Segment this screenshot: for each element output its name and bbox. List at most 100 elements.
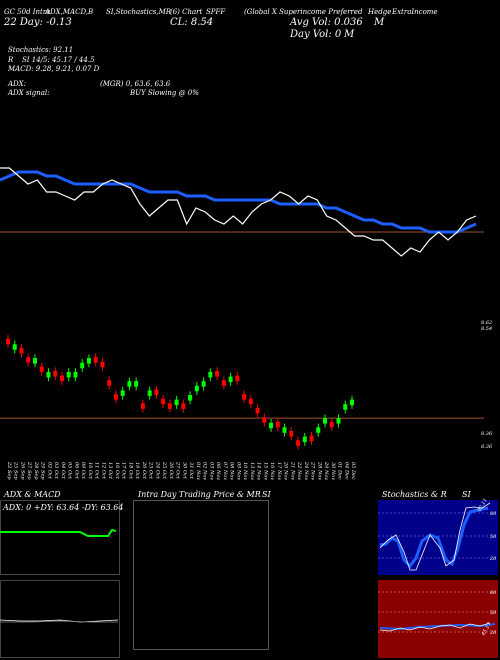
candle-body bbox=[343, 404, 348, 410]
candle-body bbox=[147, 390, 152, 396]
date-tick: 03 Oct bbox=[53, 462, 59, 480]
macd-panel bbox=[0, 580, 120, 658]
macd-line bbox=[0, 619, 119, 623]
date-tick: 29 Sep bbox=[40, 461, 46, 480]
si-level-label: 20 bbox=[489, 630, 497, 636]
candle-body bbox=[26, 357, 31, 363]
candle-body bbox=[296, 440, 301, 446]
date-tick: 24 Oct bbox=[154, 461, 160, 480]
si-level-label: 80 bbox=[490, 590, 497, 596]
date-tick: 27 Nov bbox=[310, 461, 316, 480]
adx-panel: ADX: 0 +DY: 63.64 -DY: 63.64 bbox=[0, 500, 124, 575]
candle-body bbox=[167, 403, 172, 409]
date-tick: 01 Dec bbox=[337, 462, 343, 480]
candle-body bbox=[46, 371, 51, 378]
header-avg-vol-unit: M bbox=[374, 17, 385, 28]
stoch-level-label: 20 bbox=[489, 556, 497, 562]
candle-body bbox=[181, 403, 186, 409]
date-tick: 26 Oct bbox=[168, 461, 174, 480]
date-tick: 24 Nov bbox=[303, 461, 309, 480]
header-item-2: ADX,MACD,B bbox=[45, 8, 94, 16]
date-tick: 03 Nov bbox=[208, 462, 214, 480]
stoch-panel-si: SI bbox=[462, 490, 471, 499]
header-ticker: SPFF bbox=[206, 8, 226, 16]
candle-body bbox=[100, 361, 105, 368]
adx-label: ADX: bbox=[8, 80, 27, 88]
candle-body bbox=[228, 376, 233, 383]
date-tick: 26 Sep bbox=[19, 461, 25, 480]
date-tick: 02 Oct bbox=[46, 462, 52, 480]
candle-body bbox=[154, 389, 159, 395]
intra-panel-title: Intra Day Trading Price & MR bbox=[138, 490, 261, 499]
date-tick: 14 Nov bbox=[256, 462, 262, 480]
date-tick: 12 Oct bbox=[100, 462, 106, 480]
date-tick: 02 Nov bbox=[202, 462, 208, 480]
adx-values: ADX: 0 +DY: 63.64 -DY: 63.64 bbox=[3, 503, 124, 512]
candle-body bbox=[120, 390, 125, 396]
date-tick: 31 Oct bbox=[188, 462, 194, 480]
adx-signal-label: ADX signal: bbox=[8, 89, 50, 97]
candle-body bbox=[336, 418, 341, 424]
date-tick: 17 Oct bbox=[121, 462, 127, 480]
date-tick: 17 Nov bbox=[276, 462, 282, 480]
date-tick: 06 Nov bbox=[215, 462, 221, 480]
stoch-d-line bbox=[379, 502, 491, 571]
si-level-label: 50 bbox=[490, 610, 497, 616]
candle-body bbox=[39, 366, 44, 372]
date-tick: 22 Nov bbox=[296, 461, 302, 480]
candle-body bbox=[107, 380, 112, 386]
intra-panel-si: SI bbox=[262, 490, 271, 499]
date-tick: 27 Oct bbox=[175, 461, 181, 480]
mgr-values: (MGR) 0, 63.6, 63.6 bbox=[100, 80, 171, 88]
date-tick: 09 Oct bbox=[80, 462, 86, 480]
candle-body bbox=[255, 407, 260, 414]
candle-body bbox=[323, 418, 328, 424]
header-item-4: (6) Chart bbox=[170, 8, 203, 16]
date-tick: 28 Sep bbox=[33, 461, 39, 480]
header-day-vol: Day Vol: 0 bbox=[290, 29, 342, 40]
header-item-6: (Global X Superincome Preferred bbox=[244, 8, 363, 16]
candle-body bbox=[194, 385, 199, 392]
date-tick: 10 Nov bbox=[242, 462, 248, 480]
candle-body bbox=[329, 421, 334, 428]
candle-body bbox=[188, 395, 193, 401]
date-tick: 05 Dec bbox=[350, 462, 356, 480]
date-tick: 22 Sep bbox=[6, 461, 12, 480]
date-tick: 13 Oct bbox=[107, 462, 113, 480]
candle-body bbox=[86, 358, 91, 364]
date-tick: 30 Oct bbox=[181, 462, 187, 480]
date-tick: 13 Nov bbox=[249, 462, 255, 480]
candle-body bbox=[269, 422, 274, 429]
si-values: SI 14/5: 45.17 / 44.5 bbox=[22, 56, 95, 64]
candle-body bbox=[275, 421, 280, 428]
date-tick: 21 Nov bbox=[289, 461, 295, 480]
header-avg-vol: Avg Vol: 0.036 bbox=[290, 17, 363, 28]
si-price-line bbox=[379, 622, 491, 632]
candle-body bbox=[316, 427, 321, 433]
adx-line bbox=[0, 528, 117, 537]
candle-body bbox=[248, 398, 253, 405]
candle-body bbox=[127, 381, 132, 387]
date-tick: 28 Nov bbox=[316, 461, 322, 480]
date-tick: 20 Nov bbox=[283, 461, 289, 480]
candle-body bbox=[208, 371, 213, 378]
date-tick: 30 Nov bbox=[330, 462, 336, 480]
date-tick: 23 Oct bbox=[148, 461, 154, 480]
candle-body bbox=[6, 338, 10, 345]
date-tick: 16 Nov bbox=[269, 462, 275, 480]
header-22day: 22 Day: -0.13 bbox=[4, 17, 72, 28]
candle-body bbox=[302, 436, 307, 443]
date-tick: 19 Oct bbox=[134, 462, 140, 480]
candle-body bbox=[262, 417, 267, 423]
date-tick: 18 Oct bbox=[127, 462, 133, 480]
candle-body bbox=[350, 399, 354, 406]
date-tick: 15 Nov bbox=[262, 462, 268, 480]
date-tick: 08 Nov bbox=[229, 462, 235, 480]
si-panel bbox=[378, 580, 498, 658]
candle-body bbox=[66, 371, 71, 378]
header-day-vol-unit: M bbox=[344, 29, 355, 40]
candle-body bbox=[174, 399, 179, 406]
candle-body bbox=[215, 371, 220, 377]
